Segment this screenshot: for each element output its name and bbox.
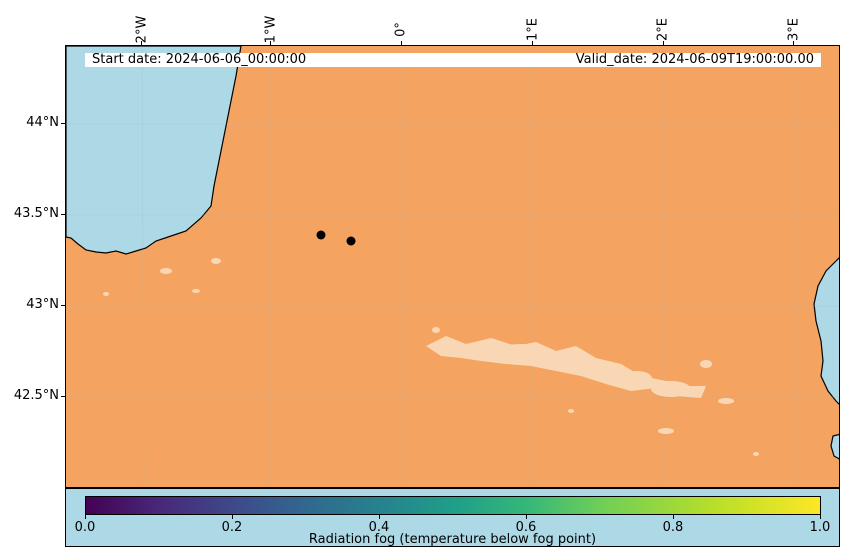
lat-tick — [61, 396, 65, 397]
start-date-label: Start date: 2024-06-06_00:00:00 — [92, 52, 307, 67]
marker-point-b[interactable] — [346, 236, 356, 246]
lat-tick — [61, 305, 65, 306]
colorbar-tick — [85, 515, 86, 519]
lat-tick — [61, 214, 65, 215]
lon-tick — [401, 41, 402, 45]
valid-date-label: Valid_date: 2024-06-09T19:00:00.00 — [575, 52, 814, 67]
mediterranean-sea — [813, 257, 839, 405]
colorbar-tick — [673, 515, 674, 519]
colorbar-tick — [232, 515, 233, 519]
colorbar-tick-label: 0.2 — [221, 520, 243, 535]
lat-label-42-5n: 42.5°N — [13, 388, 59, 403]
lon-tick — [793, 41, 794, 45]
fog-patches — [103, 258, 759, 456]
marker-point-a[interactable] — [316, 230, 326, 240]
lat-label-43n: 43°N — [26, 297, 59, 312]
map-panel[interactable] — [65, 45, 840, 488]
bay-of-biscay-sea — [66, 46, 242, 255]
mediterranean-sea-south — [830, 433, 839, 460]
colorbar-title: Radiation fog (temperature below fog poi… — [308, 532, 597, 547]
map-svg — [66, 46, 839, 487]
colorbar-gradient — [85, 496, 821, 515]
colorbar-tick-label: 0.8 — [662, 520, 684, 535]
lat-tick — [61, 123, 65, 124]
colorbar-tick-label: 1.0 — [809, 520, 831, 535]
lon-tick — [663, 41, 664, 45]
lon-label-1w: 1°W — [263, 15, 279, 44]
lon-label-3e: 3°E — [786, 18, 802, 41]
colorbar-tick — [526, 515, 527, 519]
lon-tick — [141, 41, 142, 45]
colorbar-tick-label: 0.6 — [515, 520, 537, 535]
colorbar-tick — [820, 515, 821, 519]
lon-tick — [270, 41, 271, 45]
lon-tick — [532, 41, 533, 45]
colorbar-tick — [379, 515, 380, 519]
graticule — [66, 46, 839, 487]
info-box — [85, 53, 821, 67]
lat-label-44n: 44°N — [26, 115, 59, 130]
lat-label-43-5n: 43.5°N — [13, 206, 59, 221]
lon-label-1e: 1°E — [525, 18, 541, 41]
colorbar-tick-label: 0.4 — [368, 520, 390, 535]
lon-label-2w: 2°W — [134, 15, 150, 44]
colorbar-tick-label: 0.0 — [74, 520, 96, 535]
